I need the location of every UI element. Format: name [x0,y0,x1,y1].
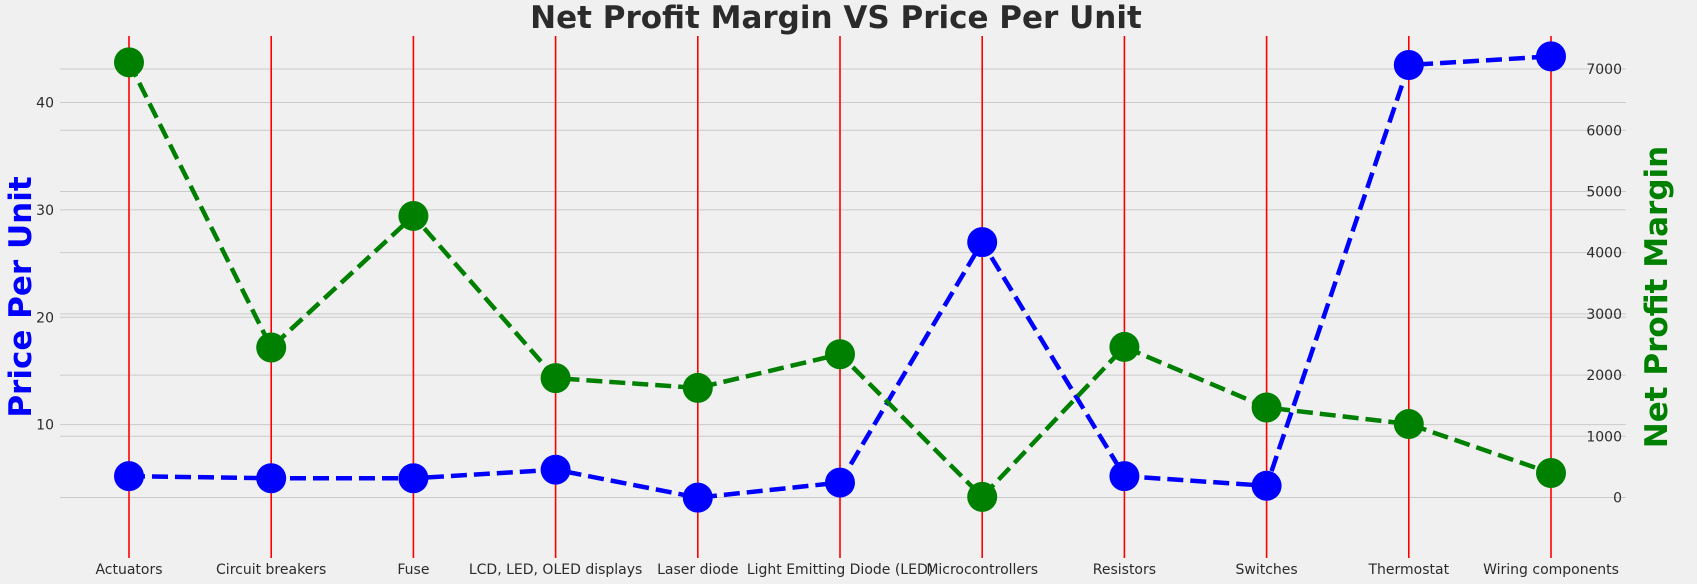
right-tick-label: 6000 [1586,123,1622,139]
price-per-unit-point [1393,49,1424,80]
x-tick-label: Microcontrollers [926,562,1038,578]
x-tick-label: Laser diode [657,562,738,578]
price-per-unit-point [256,463,287,494]
price-per-unit-point [1109,461,1140,492]
right-tick-label: 5000 [1586,184,1622,200]
net-profit-margin-point [1251,392,1282,423]
price-per-unit-point [967,227,998,258]
net-profit-margin-point [825,339,855,370]
left-tick-label: 30 [36,203,54,219]
grid-layer [60,68,1626,498]
x-tick-label: Wiring components [1483,562,1619,578]
tick-labels: Actuators Circuit breakers Fuse LCD, LED, O… [36,62,1622,578]
net-profit-margin-point [256,332,287,363]
x-tick-label: Light Emitting Diode (LED) [747,562,933,578]
right-tick-label: 3000 [1586,307,1622,323]
right-tick-label: 1000 [1586,429,1622,445]
x-tick-label: LCD, LED, OLED displays [469,562,642,578]
net-profit-margin-point [967,481,998,512]
x-tick-label: Fuse [397,562,429,578]
price-per-unit-point [540,454,571,485]
left-tick-label: 20 [36,310,54,326]
left-axis-label: Price Per Unit [3,176,39,418]
price-per-unit-point [1251,470,1282,501]
price-per-unit-point [682,482,713,513]
net-profit-margin-point [398,200,429,231]
series-layer [114,41,1566,513]
net-profit-margin-point [1109,331,1140,362]
net-profit-margin-point [540,363,571,394]
x-tick-label: Switches [1235,562,1297,578]
x-tick-label: Actuators [95,562,162,578]
right-tick-label: 4000 [1586,246,1622,262]
net-profit-margin-point [1536,458,1566,489]
price-per-unit-point [1536,41,1566,72]
price-per-unit-point [825,467,855,498]
x-tick-label: Circuit breakers [216,562,326,578]
left-tick-label: 40 [36,96,54,112]
x-tick-label: Resistors [1093,562,1156,578]
chart-title: Net Profit Margin VS Price Per Unit [530,0,1142,36]
left-tick-label: 10 [36,418,54,434]
right-tick-label: 0 [1613,490,1622,506]
net-profit-margin-point [682,372,713,403]
net-profit-margin-point [1393,409,1424,440]
right-tick-label: 7000 [1586,62,1622,78]
net-profit-margin-point [114,47,144,78]
right-axis-label: Net Profit Margin [1639,146,1675,448]
x-tick-label: Thermostat [1367,562,1449,578]
right-tick-label: 2000 [1586,368,1622,384]
price-per-unit-point [398,463,429,494]
price-per-unit-point [114,461,144,492]
